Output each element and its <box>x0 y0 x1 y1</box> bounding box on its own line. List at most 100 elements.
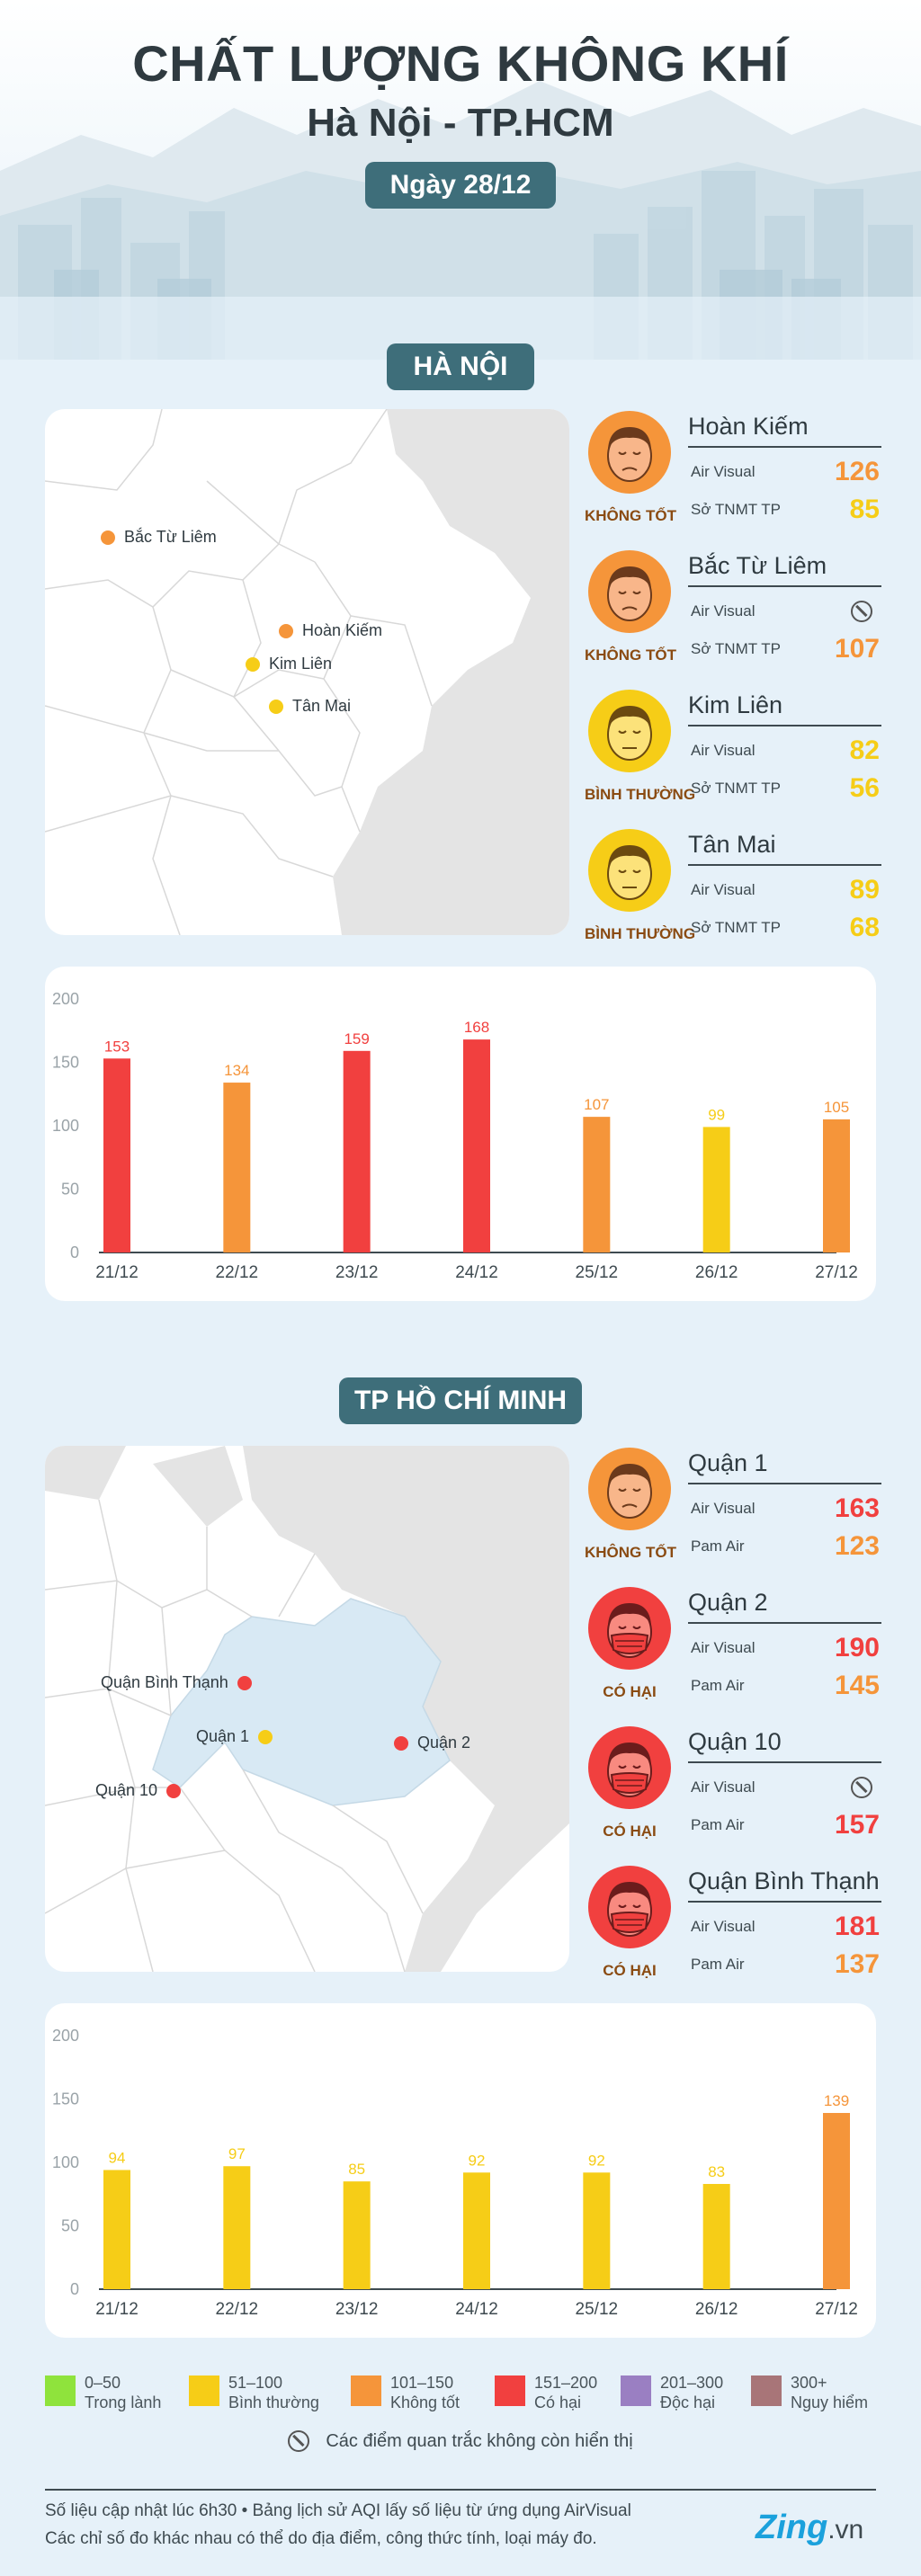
x-tick-label: 24/12 <box>455 2300 498 2319</box>
source-label: Air Visual <box>691 1778 756 1796</box>
data-label: 159 <box>344 1030 369 1047</box>
x-tick-label: 26/12 <box>695 1263 738 1282</box>
x-tick-label: 27/12 <box>815 2300 858 2319</box>
bar-23/12 <box>343 1050 371 1252</box>
station-name: Bắc Từ Liêm <box>688 552 881 587</box>
legend-label: Trong lành <box>85 2393 162 2411</box>
yellow-face-icon <box>588 829 671 912</box>
red-mask-face-icon <box>588 1726 671 1809</box>
legend-swatch <box>189 2375 219 2406</box>
source-label: Air Visual <box>691 1639 756 1656</box>
bar-23/12 <box>343 2181 371 2289</box>
data-label: 105 <box>824 1099 849 1116</box>
hanoi-map: Bắc Từ Liêm Hoàn Kiếm Kim Liên Tân Mai <box>45 409 569 935</box>
station-name: Hoàn Kiếm <box>688 413 881 448</box>
section-badge-hanoi: HÀ NỘI <box>387 343 534 390</box>
aqi-value: 68 <box>849 913 880 942</box>
x-tick-label: 21/12 <box>95 2300 139 2319</box>
legend-range: 0–50 <box>85 2374 121 2392</box>
status-label: CÓ HẠI <box>603 1823 657 1840</box>
status-label: KHÔNG TỐT <box>585 507 676 524</box>
bar-26/12 <box>702 2183 730 2289</box>
footer-line-1: Số liệu cập nhật lúc 6h30 • Bảng lịch sử… <box>45 2501 631 2520</box>
aqi-value: 181 <box>834 1912 880 1941</box>
source-label: Pam Air <box>691 1677 745 1694</box>
data-label: 139 <box>824 2092 849 2109</box>
data-label: 92 <box>469 2152 486 2169</box>
pin-dot <box>246 656 260 672</box>
bar-26/12 <box>702 1127 730 1252</box>
data-label: 92 <box>588 2152 605 2169</box>
legend-item: 0–50 Trong lành <box>45 2374 180 2419</box>
map-label-hoan-kiem: Hoàn Kiếm <box>302 621 383 639</box>
status-label: CÓ HẠI <box>603 1962 657 1979</box>
x-tick-label: 25/12 <box>576 1263 619 1282</box>
data-label: 168 <box>464 1019 489 1036</box>
bar-22/12 <box>223 2166 251 2289</box>
legend-range: 201–300 <box>660 2374 724 2392</box>
data-label: 134 <box>224 1062 249 1079</box>
legend-item: 51–100 Bình thường <box>189 2374 324 2419</box>
data-label: 85 <box>348 2161 365 2178</box>
hanoi-chart-svg: 0 50 100 150 200 153 21/12 134 22/12 159 23/12 168 2… <box>52 990 858 1282</box>
bar-24/12 <box>463 1039 490 1252</box>
source-label: Pam Air <box>691 1816 745 1833</box>
aqi-value: 107 <box>834 634 880 664</box>
aqi-value: 82 <box>849 735 880 765</box>
bar-25/12 <box>583 1117 611 1252</box>
bar-27/12 <box>823 1119 850 1252</box>
legend-item: 101–150 Không tốt <box>351 2374 486 2419</box>
date-badge: Ngày 28/12 <box>365 162 556 209</box>
aqi-value: 190 <box>834 1633 880 1662</box>
map-label-tan-mai: Tân Mai <box>292 697 352 715</box>
legend-item: 300+ Nguy hiểm <box>751 2374 886 2419</box>
x-tick-label: 22/12 <box>216 2300 259 2319</box>
source-label: Pam Air <box>691 1538 745 1555</box>
station-card-kim-lien: BÌNH THƯỜNG Kim Liên Air Visual 82 Sở TNM… <box>585 688 881 823</box>
red-mask-face-icon <box>588 1866 671 1948</box>
aqi-value: 89 <box>849 875 880 905</box>
status-label: KHÔNG TỐT <box>585 1544 676 1561</box>
status-label: CÓ HẠI <box>603 1683 657 1700</box>
page-subtitle: Hà Nội - TP.HCM <box>307 101 614 145</box>
station-name: Quận Bình Thạnh <box>688 1867 881 1903</box>
source-label: Air Visual <box>691 1918 756 1935</box>
legend-range: 300+ <box>791 2374 827 2392</box>
pin-dot <box>269 699 283 714</box>
x-tick-label: 27/12 <box>815 1263 858 1282</box>
source-label: Sở TNMT TP <box>691 919 781 936</box>
status-label: BÌNH THƯỜNG <box>585 786 696 803</box>
pin-dot <box>279 623 293 638</box>
map-pin-hoan-kiem: Hoàn Kiếm <box>279 621 382 640</box>
data-label: 107 <box>584 1096 609 1113</box>
map-label-quan-10: Quận 10 <box>95 1781 158 1799</box>
map-pin-tan-mai: Tân Mai <box>269 697 351 716</box>
source-label: Air Visual <box>691 881 756 898</box>
map-label-quan-2: Quận 2 <box>417 1734 471 1752</box>
unavailable-icon <box>851 1777 872 1798</box>
legend-range: 101–150 <box>390 2374 454 2392</box>
legend-swatch <box>751 2375 782 2406</box>
map-label-bac-tu-liem: Bắc Từ Liêm <box>124 528 217 546</box>
map-pin-binh-thanh: Quận Bình Thạnh <box>101 1673 252 1692</box>
station-card-hoan-kiem: KHÔNG TỐT Hoàn Kiếm Air Visual 126 Sở TNM… <box>585 409 881 544</box>
x-tick-label: 25/12 <box>576 2300 619 2319</box>
station-name: Kim Liên <box>688 691 881 726</box>
station-card-quan-10: CÓ HẠI Quận 10 Air Visual Pam Air 157 <box>585 1725 881 1859</box>
bar-21/12 <box>103 1058 130 1252</box>
aqi-legend: 0–50 Trong lành 51–100 Bình thường 101–150… <box>45 2374 881 2419</box>
station-card-binh-thanh: CÓ HẠI Quận Bình Thạnh Air Visual 181 Pam… <box>585 1864 881 1999</box>
note-text: Các điểm quan trắc không còn hiển thị <box>326 2430 633 2451</box>
hcm-chart-svg: 0 50 100 150 200 94 21/12 97 22/12 85 23/12 92 24/12… <box>52 2027 858 2319</box>
status-label: BÌNH THƯỜNG <box>585 925 696 942</box>
station-name: Tân Mai <box>688 831 881 866</box>
station-card-quan-1: KHÔNG TỐT Quận 1 Air Visual 163 Pam Air 12… <box>585 1446 881 1581</box>
y-tick-label: 200 <box>52 2027 79 2045</box>
pin-dot <box>237 1675 252 1690</box>
hero-banner: CHẤT LƯỢNG KHÔNG KHÍ Hà Nội - TP.HCM Ngà… <box>0 0 921 360</box>
station-card-bac-tu-liem: KHÔNG TỐT Bắc Từ Liêm Air Visual Sở TNMT… <box>585 548 881 683</box>
y-tick-label: 200 <box>52 990 79 1008</box>
legend-label: Nguy hiểm <box>791 2393 869 2411</box>
legend-label: Bình thường <box>228 2393 319 2411</box>
aqi-value: 163 <box>834 1493 880 1523</box>
